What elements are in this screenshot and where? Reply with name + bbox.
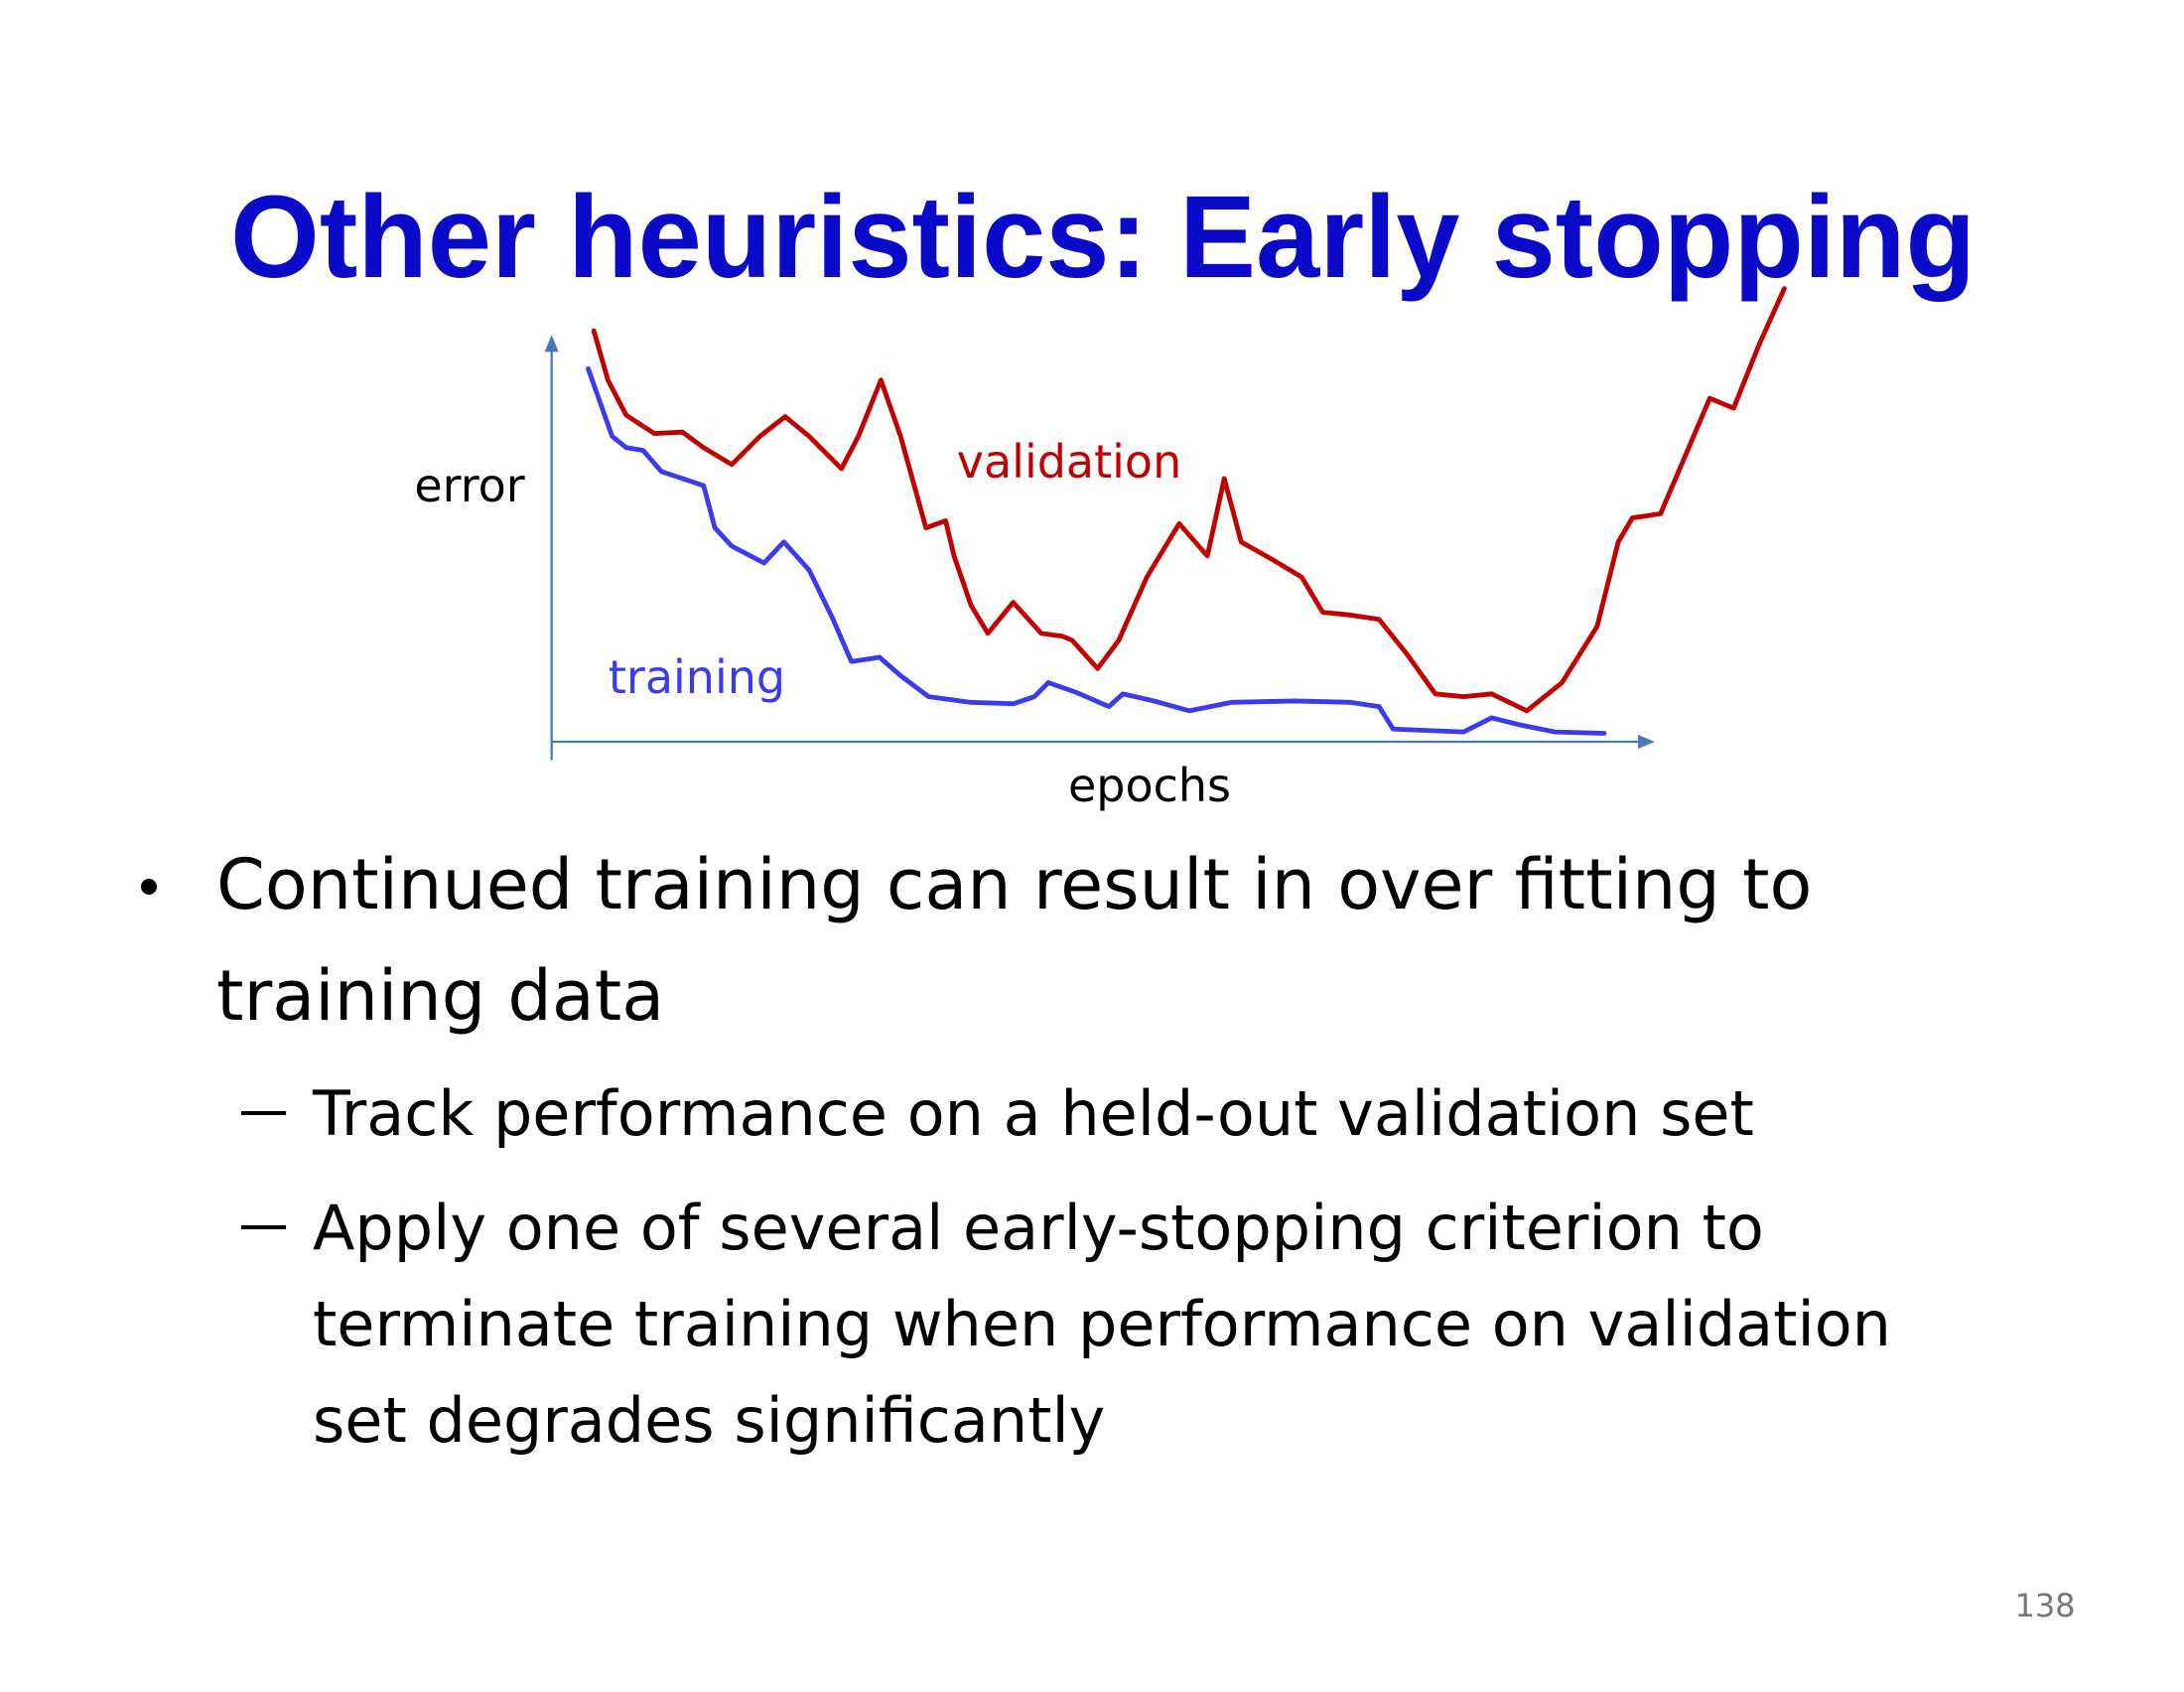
bullet-dot [141, 879, 157, 895]
bullet-text: training data [216, 955, 664, 1037]
validation-label: validation [957, 435, 1181, 489]
sub-bullet-text: Track performance on a held-out validati… [312, 1077, 1754, 1150]
x-axis-arrow [1637, 734, 1655, 750]
slide-title: Other heuristics: Early stopping [230, 172, 1976, 303]
page-number: 138 [2014, 1587, 2075, 1624]
bullet-text: Continued training can result in over fi… [216, 844, 1812, 925]
training-label: training [609, 650, 785, 704]
figure-drawing [544, 286, 1787, 761]
figure: error validation training epochs [414, 286, 1787, 812]
y-axis-arrow [544, 335, 559, 352]
y-axis-label: error [414, 459, 524, 512]
sub-bullet-text: set degrades significantly [313, 1384, 1105, 1457]
x-axis-label: epochs [1068, 759, 1231, 812]
validation-curve [591, 286, 1787, 714]
sub-bullet-text: terminate training when performance on v… [313, 1288, 1891, 1360]
training-curve [586, 365, 1607, 736]
bullet-list: Continued training can result in over fi… [141, 844, 1891, 1457]
sub-bullet-text: Apply one of several early-stopping crit… [313, 1192, 1764, 1264]
